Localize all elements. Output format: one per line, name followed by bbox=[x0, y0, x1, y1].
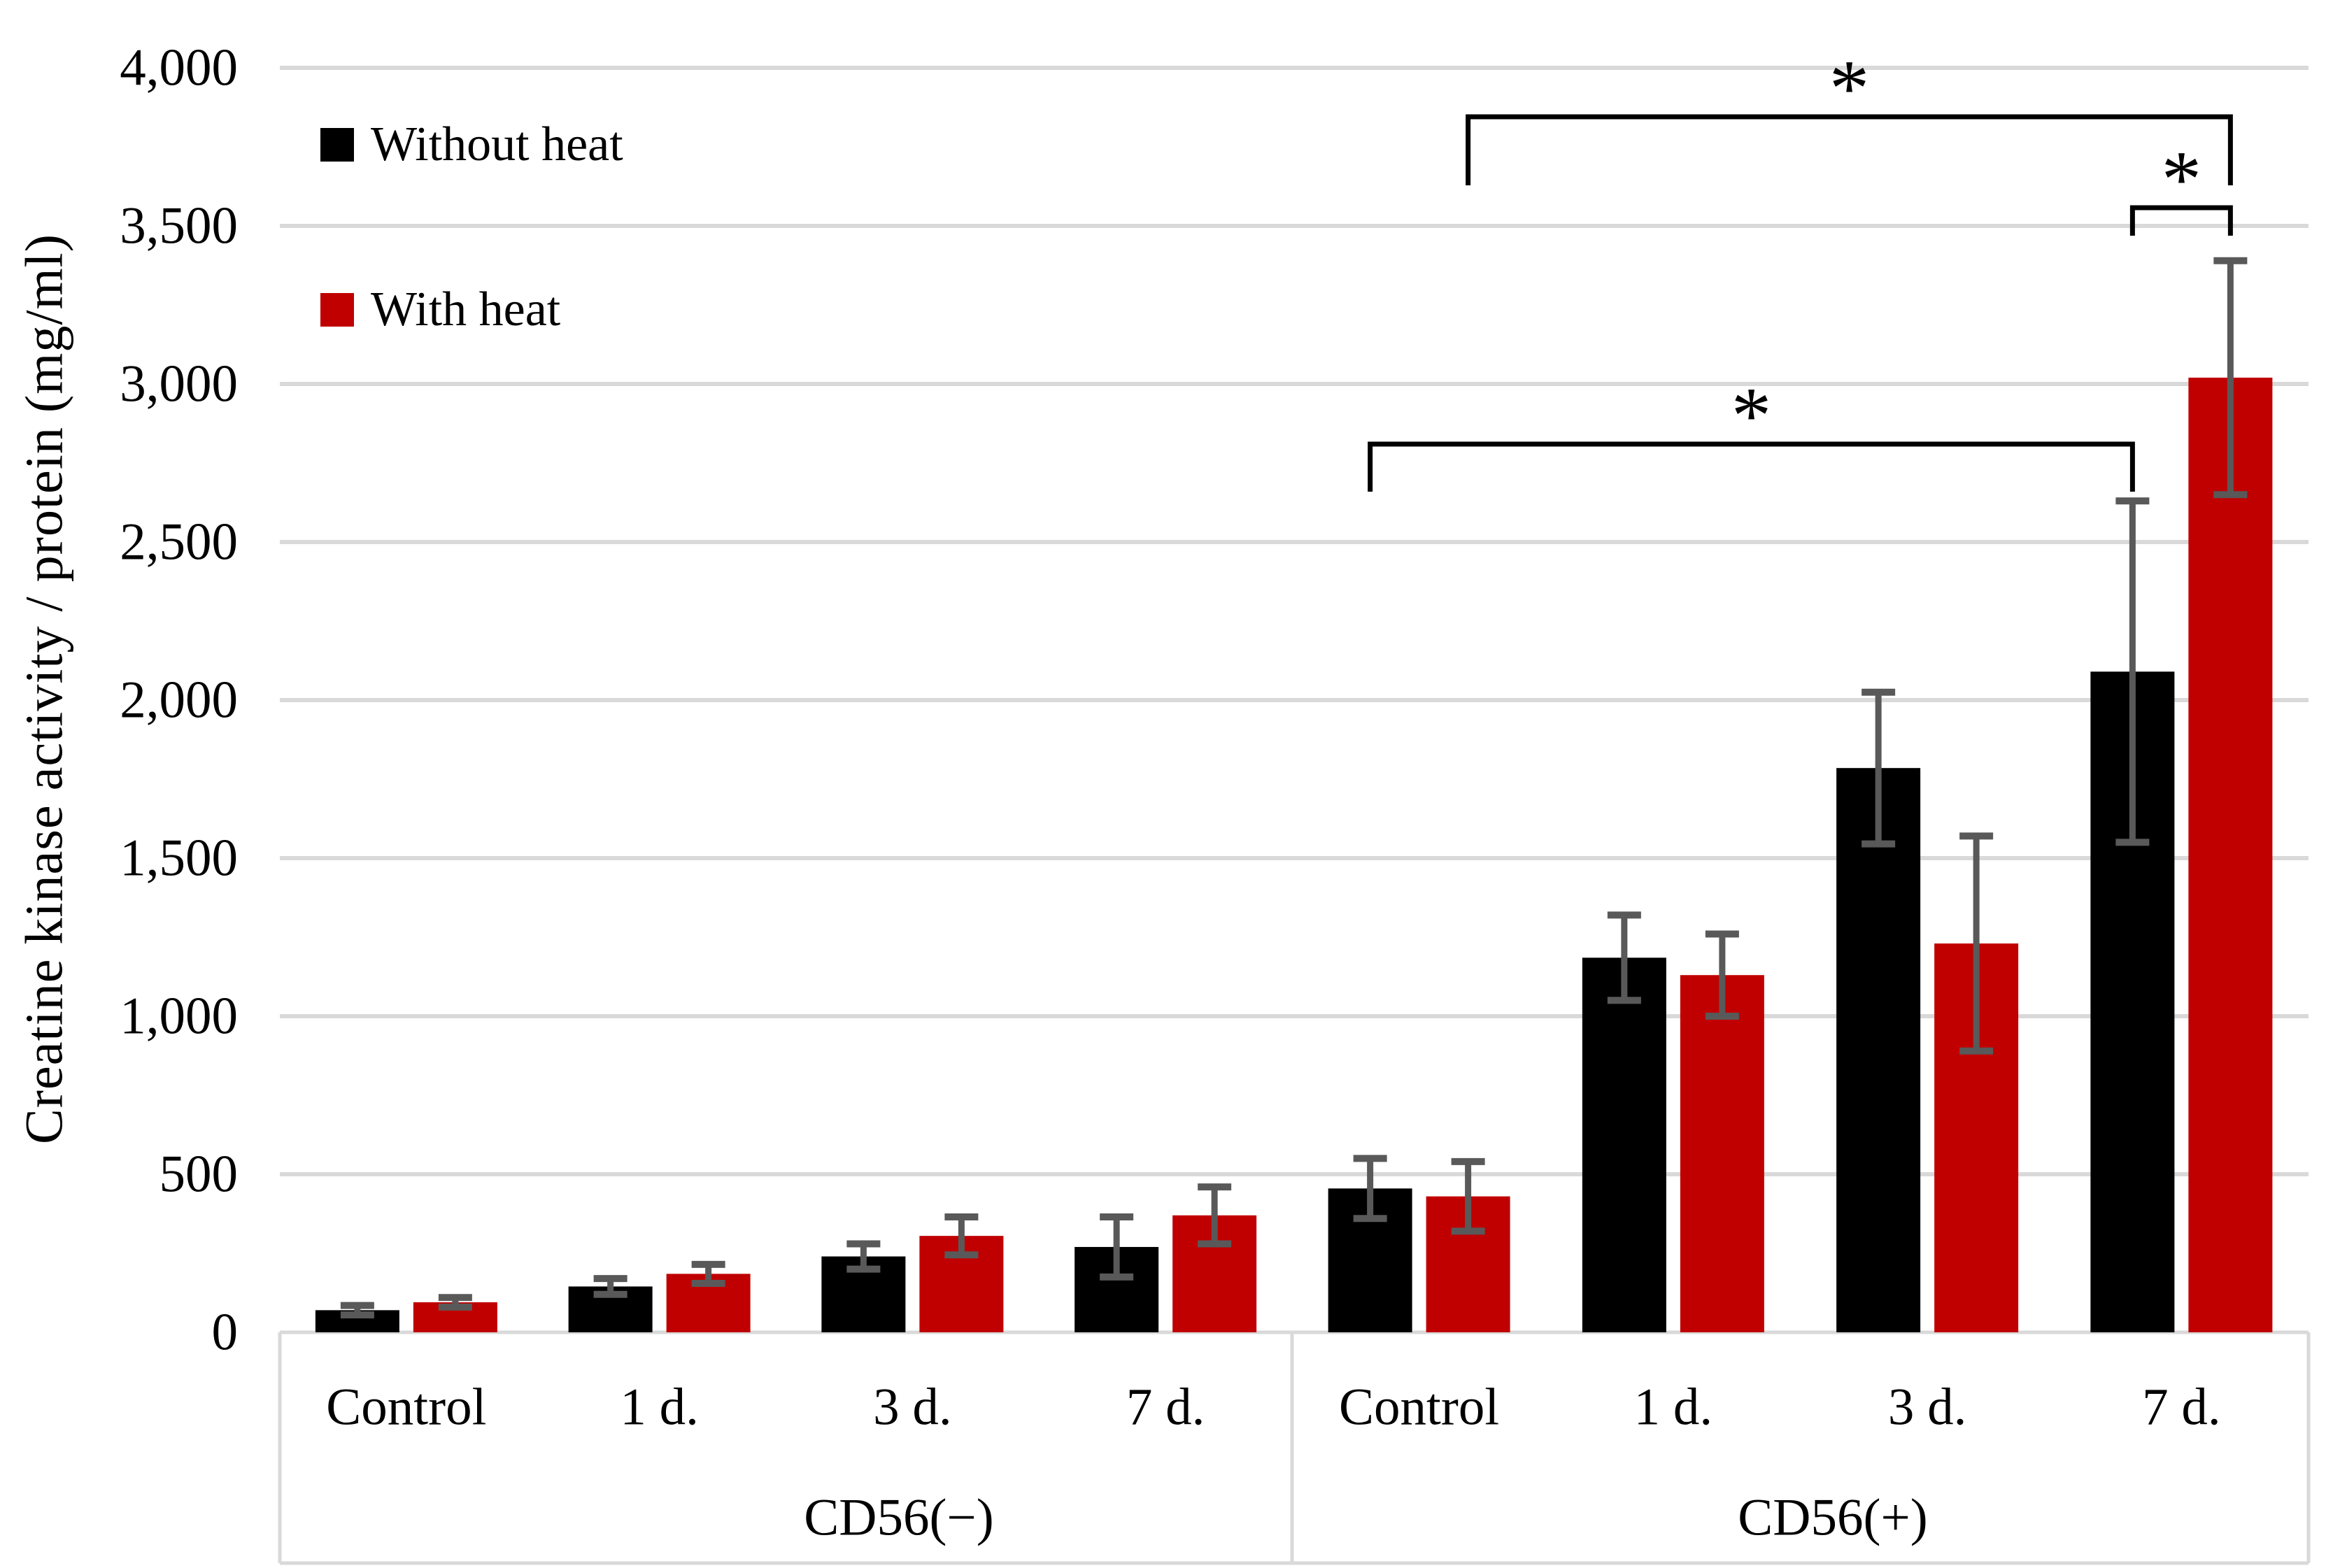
y-tick-label: 2,000 bbox=[120, 671, 238, 729]
y-axis-title: Creatine kinase activity / protein (mg/m… bbox=[15, 234, 74, 1144]
y-tick-label: 4,000 bbox=[120, 39, 238, 97]
significance-bracket bbox=[1368, 441, 2135, 492]
y-tick-label: 3,000 bbox=[120, 355, 238, 413]
group-label: CD56(+) bbox=[1738, 1489, 1927, 1547]
legend-swatch-without-heat bbox=[320, 128, 354, 162]
legend-swatch-with-heat bbox=[320, 293, 354, 327]
y-tick-label: 2,500 bbox=[120, 513, 238, 571]
y-tick-label: 1,500 bbox=[120, 829, 238, 888]
significance-asterisk: * bbox=[1829, 44, 1870, 133]
category-label: 7 d. bbox=[1126, 1378, 1205, 1437]
category-label: 1 d. bbox=[620, 1378, 699, 1437]
significance-bracket bbox=[1466, 114, 2233, 185]
legend: Without heat With heat bbox=[320, 120, 623, 334]
group-label: CD56(−) bbox=[804, 1489, 993, 1547]
significance-bracket bbox=[2129, 205, 2233, 236]
y-tick-label: 3,500 bbox=[120, 197, 238, 255]
significance-asterisk: * bbox=[2162, 135, 2202, 224]
bar-with-heat bbox=[1680, 975, 1764, 1332]
bar-without-heat bbox=[1582, 957, 1666, 1332]
y-tick-label: 0 bbox=[212, 1304, 239, 1362]
category-label: 1 d. bbox=[1634, 1378, 1713, 1437]
legend-label-with-heat: With heat bbox=[371, 283, 561, 336]
legend-item-without-heat: Without heat bbox=[320, 120, 623, 169]
category-label: Control bbox=[1339, 1378, 1499, 1437]
legend-item-with-heat: With heat bbox=[320, 285, 623, 334]
category-label: Control bbox=[326, 1378, 486, 1437]
significance-asterisk: * bbox=[1731, 371, 1772, 460]
y-tick-label: 1,000 bbox=[120, 988, 238, 1046]
category-label: 3 d. bbox=[873, 1378, 952, 1437]
bar-with-heat bbox=[2188, 377, 2273, 1333]
category-label: 3 d. bbox=[1888, 1378, 1967, 1437]
y-tick-label: 500 bbox=[159, 1146, 239, 1204]
category-label: 7 d. bbox=[2142, 1378, 2221, 1437]
bar-without-heat bbox=[1836, 768, 1921, 1332]
legend-label-without-heat: Without heat bbox=[371, 117, 623, 171]
